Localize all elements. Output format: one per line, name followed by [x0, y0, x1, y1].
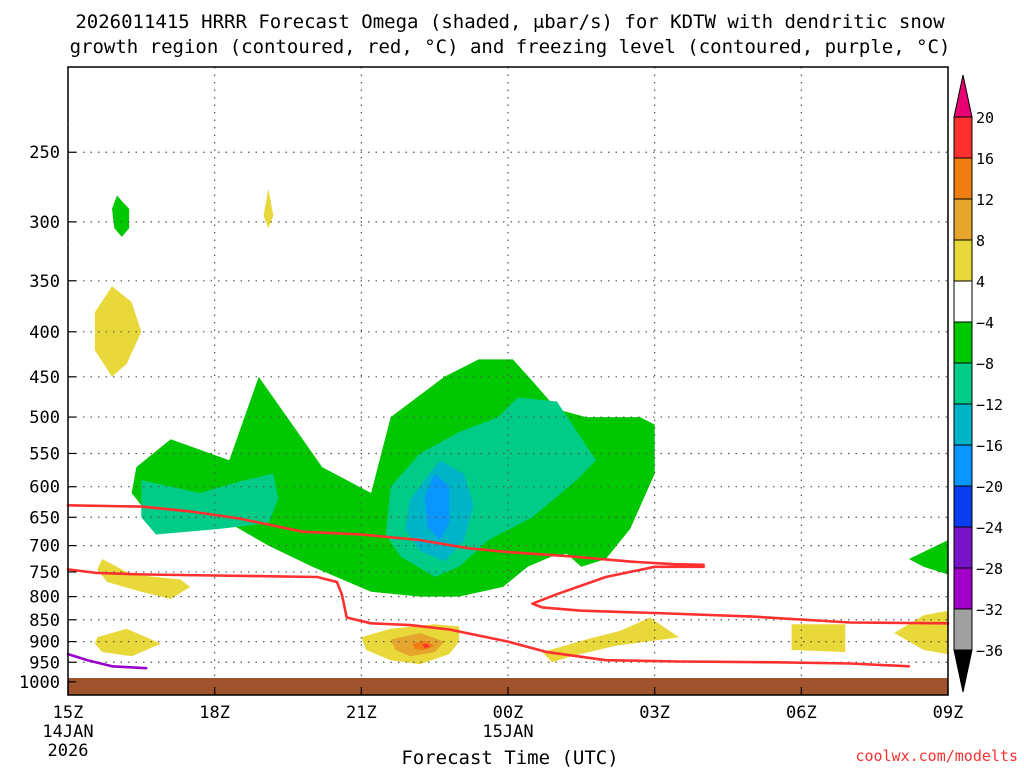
credit-text: coolwx.com/modelts — [855, 747, 1018, 765]
colorbar-label-3: 8 — [976, 232, 985, 250]
y-tick-label-1000: 1000 — [19, 673, 60, 693]
colorbar-label-5: −4 — [976, 314, 994, 332]
yellow-omega-upper-left — [94, 286, 142, 377]
green-omega-right-edge — [908, 540, 948, 575]
x-tick-label-09Z: 09Z — [933, 703, 964, 723]
colorbar-label-11: −28 — [976, 560, 1003, 578]
colorbar-swatch-8 — [953, 444, 973, 487]
colorbar-label-4: 4 — [976, 273, 985, 291]
freezing-level — [66, 652, 148, 670]
y-tick-label-400: 400 — [29, 323, 60, 343]
green-omega-upper — [112, 195, 130, 237]
y-tick-label-750: 750 — [29, 563, 60, 583]
colorbar-swatch-7 — [953, 403, 973, 446]
colorbar-bottom-arrow — [953, 649, 973, 693]
x-tick-label-06Z: 06Z — [786, 703, 817, 723]
y-tick-label-550: 550 — [29, 444, 60, 464]
y-tick-label-650: 650 — [29, 508, 60, 528]
y-tick-label-850: 850 — [29, 611, 60, 631]
yellow-omega-0900z-edge — [894, 610, 948, 655]
x-tick-label-21Z: 21Z — [346, 703, 377, 723]
plot-area — [66, 66, 950, 696]
pressure-axis: 2503003504004505005506006507007508008509… — [19, 143, 76, 693]
y-tick-label-250: 250 — [29, 143, 60, 163]
colorbar-swatch-3 — [953, 239, 973, 282]
colorbar-label-0: 20 — [976, 109, 994, 127]
colorbar-swatch-2 — [953, 198, 973, 241]
x-tick-label-15Z: 15Z — [53, 703, 84, 723]
colorbar-label-12: −32 — [976, 601, 1003, 619]
x-axis-label: Forecast Time (UTC) — [401, 747, 618, 768]
yellow-omega-upper-small — [263, 188, 274, 229]
x-tick-year-15Z: 2026 — [48, 741, 89, 761]
colorbar-label-9: −20 — [976, 478, 1003, 496]
y-tick-label-500: 500 — [29, 408, 60, 428]
dgz-mid-boundary — [531, 565, 950, 625]
colorbar-swatch-9 — [953, 485, 973, 528]
colorbar-swatch-11 — [953, 567, 973, 610]
colorbar-swatch-12 — [953, 608, 973, 651]
colorbar-label-13: −36 — [976, 642, 1003, 660]
colorbar-swatch-5 — [953, 321, 973, 364]
x-tick-date-00Z: 15JAN — [482, 722, 533, 742]
x-tick-date-15Z: 14JAN — [42, 722, 93, 742]
colorbar-label-7: −12 — [976, 396, 1003, 414]
y-tick-label-300: 300 — [29, 213, 60, 233]
x-tick-label-00Z: 00Z — [493, 703, 524, 723]
y-tick-label-950: 950 — [29, 653, 60, 673]
dgz-upper-boundary — [66, 504, 705, 567]
contour-lines — [66, 504, 950, 670]
ground-surface — [68, 678, 948, 695]
colorbar-label-1: 16 — [976, 150, 994, 168]
y-tick-label-450: 450 — [29, 368, 60, 388]
colorbar-legend: 20 16 12 8 4 −4 −8 −12 −16 −20 −24 −28 −32 −36 — [953, 74, 1003, 693]
dgz-lower-boundary — [66, 568, 911, 668]
colorbar-label-6: −8 — [976, 355, 994, 373]
yellow-omega-low-left — [97, 559, 191, 599]
red-omega-center-low — [422, 643, 430, 649]
y-tick-label-700: 700 — [29, 537, 60, 557]
colorbar-label-8: −16 — [976, 437, 1003, 455]
y-tick-label-600: 600 — [29, 478, 60, 498]
y-tick-label-800: 800 — [29, 588, 60, 608]
y-tick-label-350: 350 — [29, 272, 60, 292]
colorbar-swatch-6 — [953, 362, 973, 405]
colorbar-swatch-0 — [953, 116, 973, 159]
chart-title-line1: 2026011415 HRRR Forecast Omega (shaded, … — [75, 11, 945, 33]
colorbar-swatch-1 — [953, 157, 973, 200]
colorbar-swatch-4 — [953, 280, 973, 323]
yellow-omega-0600z — [791, 624, 846, 653]
chart-title-line2: growth region (contoured, red, °C) and f… — [70, 36, 951, 58]
yellow-omega-near-surface-left — [94, 628, 161, 657]
colorbar-label-10: −24 — [976, 519, 1003, 537]
colorbar-top-arrow — [953, 74, 973, 118]
x-tick-label-18Z: 18Z — [199, 703, 230, 723]
y-tick-label-900: 900 — [29, 633, 60, 653]
colorbar-swatch-10 — [953, 526, 973, 569]
blue-omega-center — [424, 473, 450, 541]
yellow-omega-0130z — [542, 617, 680, 663]
colorbar-label-2: 12 — [976, 191, 994, 209]
x-tick-label-03Z: 03Z — [639, 703, 670, 723]
shaded-omega-regions — [94, 188, 948, 665]
